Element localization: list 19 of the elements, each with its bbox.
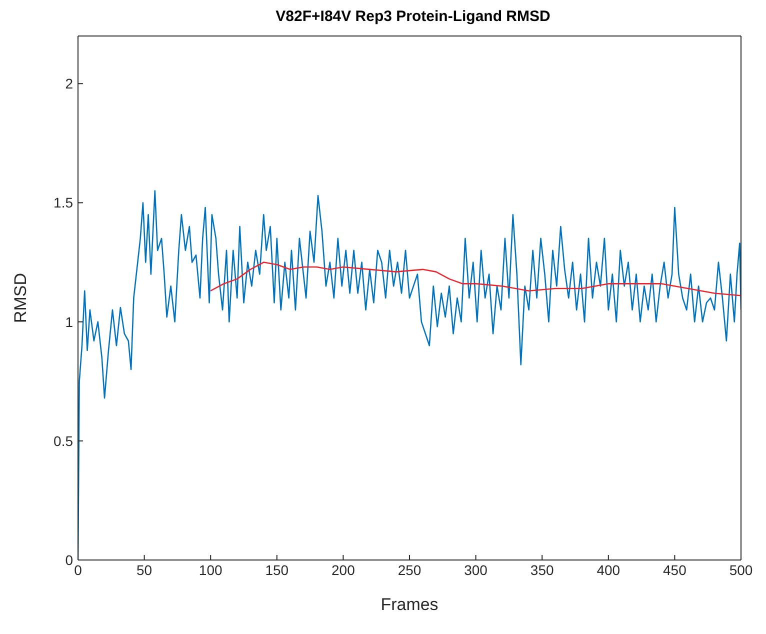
x-tick-label: 350: [530, 562, 554, 578]
y-tick-label: 2: [65, 76, 74, 92]
line-series: [210, 262, 741, 296]
y-tick-label: 1.5: [54, 194, 74, 211]
x-tick-label: 300: [464, 562, 488, 578]
chart-title: V82F+I84V Rep3 Protein-Ligand RMSD: [274, 8, 552, 25]
y-tick-label: 0.5: [54, 432, 74, 449]
y-tick-label: 0: [65, 552, 74, 568]
x-axis-title: Frames: [380, 595, 438, 614]
x-tick-label: 100: [198, 562, 222, 578]
x-tick-label: 200: [332, 562, 356, 578]
x-tick-label: 400: [596, 562, 620, 578]
y-tick-label: 1: [65, 314, 74, 330]
x-tick-label: 250: [398, 562, 422, 578]
x-tick-label: 500: [729, 562, 753, 578]
y-axis-title: RMSD: [11, 272, 30, 324]
x-tick-label: 50: [136, 562, 152, 578]
x-tick-label: 150: [265, 562, 289, 578]
x-tick-label: 450: [663, 562, 687, 578]
